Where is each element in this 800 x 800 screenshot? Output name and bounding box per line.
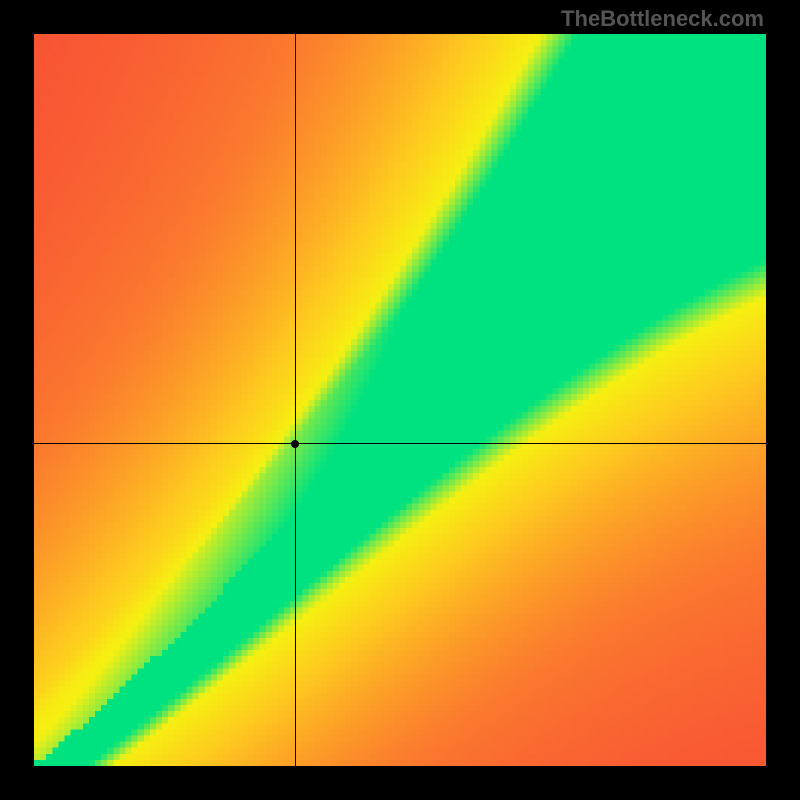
crosshair-marker	[291, 440, 299, 448]
chart-container: { "chart": { "type": "heatmap", "total_s…	[0, 0, 800, 800]
watermark-text: TheBottleneck.com	[561, 6, 764, 32]
crosshair-horizontal	[34, 443, 766, 444]
crosshair-vertical	[295, 34, 296, 766]
bottleneck-heatmap	[34, 34, 766, 766]
